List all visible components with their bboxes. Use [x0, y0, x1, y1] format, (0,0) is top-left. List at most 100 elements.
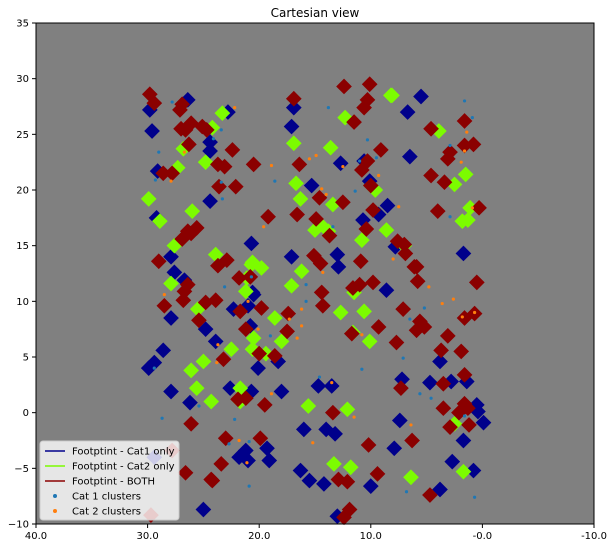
footptint-both-marker	[343, 325, 360, 342]
footptint-both-marker	[141, 86, 158, 103]
cat-2-clusters-point	[169, 179, 173, 183]
x-tick-label: 30.0	[136, 531, 158, 542]
footptint-cat1-only-marker	[413, 88, 429, 105]
footptint-both-marker	[252, 430, 269, 447]
footptint-both-marker	[429, 203, 446, 220]
footptint-cat1-only-marker	[303, 177, 320, 194]
cat-1-clusters-point	[408, 317, 412, 321]
footptint-both-marker	[362, 177, 379, 194]
footptint-both-marker	[365, 202, 381, 218]
cat-2-clusters-point	[360, 333, 364, 337]
cat-1-clusters-point	[152, 366, 156, 370]
cat-2-clusters-point	[314, 153, 318, 158]
cat-2-clusters-point	[300, 307, 304, 311]
footptint-both-marker	[339, 473, 356, 490]
cat-2-clusters-point	[237, 438, 241, 443]
legend-box	[39, 440, 180, 521]
footptint-cat2-only-marker	[342, 459, 359, 476]
cat-1-clusters-point	[360, 367, 364, 371]
cat-1-clusters-point	[462, 99, 467, 103]
cat-1-clusters-point	[247, 484, 251, 488]
footptint-both-marker	[356, 99, 372, 116]
cat-2-clusters-point	[397, 205, 401, 209]
cat-2-clusters-point	[352, 415, 356, 419]
footptint-cat1-only-marker	[465, 462, 482, 479]
y-tick-label: 20	[16, 186, 29, 197]
cat-2-clusters-point	[269, 392, 274, 396]
legend-point-swatch	[53, 509, 57, 513]
cat-1-clusters-point	[273, 179, 277, 183]
cat-1-clusters-point	[170, 100, 174, 104]
footptint-cat1-only-marker	[379, 197, 396, 214]
footptint-cat2-only-marker	[383, 87, 399, 104]
cat-1-clusters-point	[268, 334, 272, 338]
cat-2-clusters-point	[465, 130, 469, 134]
y-tick-label: 25	[16, 130, 29, 141]
footptint-both-marker	[312, 255, 329, 272]
footptint-cat2-only-marker	[457, 166, 474, 183]
cat-1-clusters-point	[401, 356, 405, 360]
footptint-cat1-only-marker	[432, 353, 448, 370]
footptint-both-marker	[237, 321, 254, 338]
footptint-both-marker	[321, 227, 338, 244]
cat-1-clusters-point	[317, 375, 322, 379]
cat-1-clusters-point	[422, 306, 426, 310]
footptint-cat1-only-marker	[444, 453, 461, 470]
footptint-both-marker	[224, 142, 241, 158]
cat-2-clusters-point	[459, 160, 463, 164]
cat-2-clusters-point	[262, 225, 266, 229]
footptint-both-marker	[172, 101, 188, 118]
footptint-cat1-only-marker	[163, 310, 179, 326]
cat-1-clusters-point	[304, 299, 308, 303]
footptint-cat2-only-marker	[283, 277, 300, 294]
legend-label: Cat 2 clusters	[72, 507, 141, 518]
footptint-both-marker	[422, 487, 438, 503]
footptint-both-marker	[260, 208, 276, 225]
footptint-cat2-only-marker	[339, 401, 356, 418]
footptint-cat2-only-marker	[197, 154, 214, 171]
footptint-cat2-only-marker	[455, 463, 472, 480]
footptint-cat2-only-marker	[361, 333, 378, 350]
footptint-cat1-only-marker	[399, 104, 416, 120]
footptint-both-marker	[439, 150, 456, 167]
footprint-layer	[140, 76, 492, 526]
footptint-cat1-only-marker	[182, 394, 198, 411]
cat-2-clusters-point	[440, 301, 444, 306]
cat-1-clusters-point	[211, 137, 216, 141]
footptint-both-marker	[279, 323, 295, 340]
footptint-both-marker	[468, 274, 485, 291]
footptint-cat1-only-marker	[261, 452, 278, 469]
legend-point-swatch	[53, 494, 57, 498]
cat-1-clusters-point	[374, 156, 378, 160]
footptint-both-marker	[346, 114, 362, 130]
cat-2-clusters-point	[470, 206, 474, 210]
footptint-cat2-only-marker	[288, 175, 304, 192]
cat-2-clusters-point	[321, 270, 325, 274]
cat-2-clusters-point	[245, 461, 249, 465]
cat-2-clusters-point	[462, 149, 467, 153]
footptint-cat2-only-marker	[245, 330, 262, 346]
cat-2-clusters-point	[409, 423, 413, 427]
footptint-both-marker	[406, 258, 423, 275]
cat-2-clusters-point	[295, 336, 299, 340]
cat-2-clusters-point	[300, 324, 304, 328]
footptint-cat2-only-marker	[460, 212, 476, 228]
footptint-cat1-only-marker	[301, 472, 318, 489]
footptint-cat1-only-marker	[330, 258, 347, 275]
footptint-both-marker	[175, 292, 192, 309]
footptint-both-marker	[191, 312, 207, 329]
footptint-cat1-only-marker	[378, 282, 395, 299]
footptint-both-marker	[388, 334, 405, 351]
cat-2-clusters-point	[311, 441, 315, 445]
cat-1-clusters-point	[153, 178, 158, 182]
footptint-cat1-only-marker	[140, 360, 157, 376]
cat-1-clusters-point	[219, 180, 223, 184]
y-tick-label: 10	[16, 297, 29, 308]
cat-1-clusters-point	[358, 159, 362, 163]
footptint-cat1-only-marker	[285, 99, 302, 116]
footptint-cat1-only-marker	[144, 123, 160, 139]
footptint-both-marker	[285, 90, 302, 107]
footptint-cat1-only-marker	[327, 425, 343, 442]
cat-1-clusters-point	[220, 197, 224, 201]
cat-2-clusters-point	[269, 163, 274, 168]
